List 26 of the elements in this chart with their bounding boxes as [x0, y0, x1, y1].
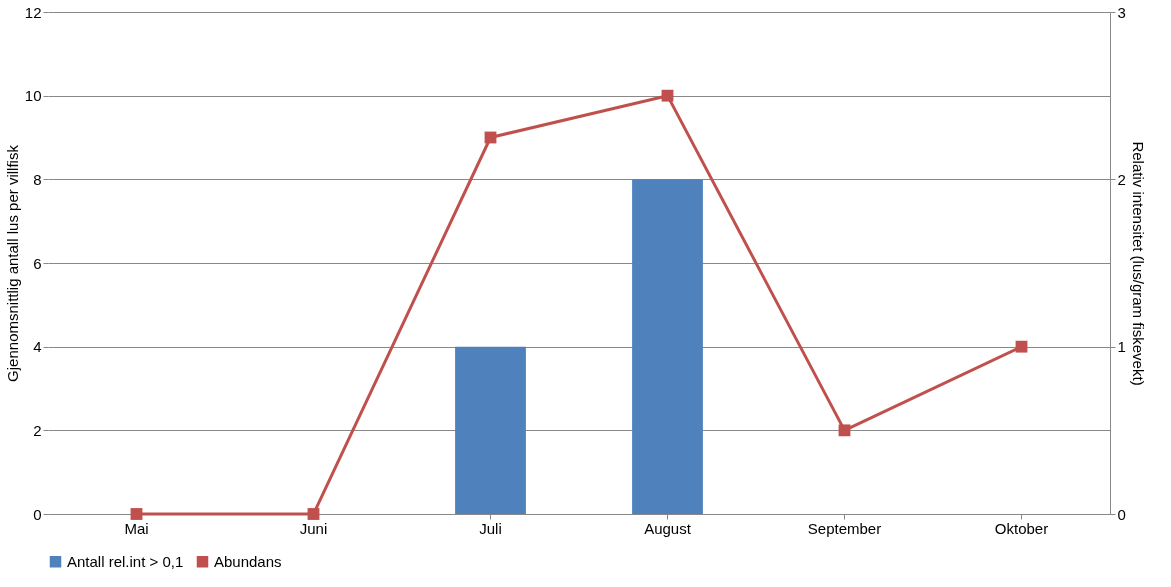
point: [1015, 340, 1028, 353]
point: [661, 89, 674, 102]
y2-axis-title: Relativ intensitet (lus/gram fiskevekt): [1129, 141, 1147, 386]
y-tick-label: 10: [24, 87, 42, 105]
y-tick-label: 2: [33, 421, 42, 439]
y-tick-label: 0: [33, 505, 42, 523]
y-tick-label: 8: [33, 170, 42, 188]
y-axis-title: Gjennomsnittlig antall lus per villfisk: [3, 144, 21, 382]
y2-tick-label: 3: [1117, 3, 1126, 21]
x-tick-label: Oktober: [994, 519, 1049, 537]
x-tick-label: Mai: [124, 519, 149, 537]
x-tick-label: August: [644, 519, 692, 537]
point: [838, 424, 851, 437]
legend-label: Antall rel.int > 0,1: [67, 552, 184, 570]
point: [130, 508, 143, 520]
y2-tick-label: 2: [1117, 170, 1126, 188]
y-tick-label: 6: [33, 254, 42, 272]
legend-label: Abundans: [214, 552, 282, 570]
x-tick-label: Juli: [479, 519, 502, 537]
y-tick-label: 4: [33, 338, 42, 356]
y2-tick-label: 0: [1117, 505, 1126, 523]
point: [307, 508, 320, 520]
y2-tick-label: 1: [1117, 338, 1126, 356]
x-tick-label: Juni: [299, 519, 328, 537]
y-tick-label: 12: [24, 3, 42, 21]
x-tick-label: September: [807, 519, 882, 537]
